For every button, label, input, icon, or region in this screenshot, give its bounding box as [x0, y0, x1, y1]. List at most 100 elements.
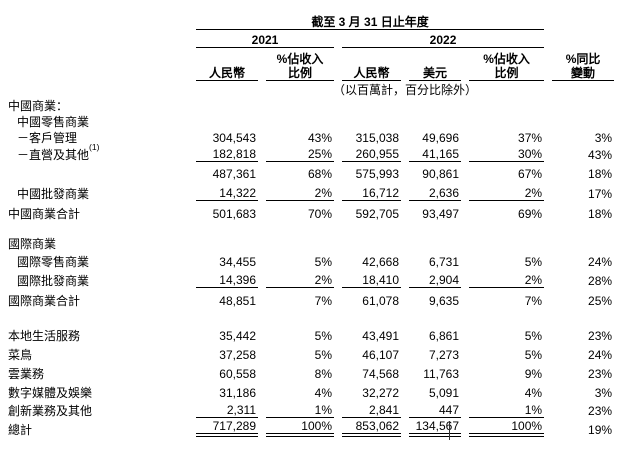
value-cell: 16,712	[342, 186, 401, 201]
row-label: 中國零售商業	[17, 115, 90, 129]
value-cell: 43,491	[362, 329, 399, 343]
value-cell: 853,062	[342, 419, 401, 437]
col-header-yoy: %同比 變動	[552, 52, 615, 81]
value-cell: 61,078	[362, 294, 399, 308]
value-cell: 23%	[588, 404, 613, 418]
value-cell: 3%	[594, 386, 613, 400]
value-cell: 304,543	[212, 131, 256, 145]
value-cell: 501,683	[212, 207, 256, 221]
value-cell: 2%	[266, 186, 334, 201]
row-label: －直營及其他(1)	[17, 142, 100, 162]
value-cell: 5%	[524, 255, 543, 269]
row-direct-sales-others: －直營及其他(1) 182,818 25% 260,955 41,165 30%…	[0, 142, 614, 162]
row-digital-media-entertainment: 數字媒體及娛樂 31,186 4% 32,272 5,091 4% 3%	[0, 381, 614, 400]
value-cell: 2,841	[342, 403, 401, 418]
value-cell: 7,273	[428, 348, 459, 362]
value-cell: 37%	[518, 131, 543, 145]
value-cell: 25%	[266, 147, 334, 162]
value-cell: 17%	[588, 187, 613, 201]
row-label: 國際商業合計	[8, 294, 81, 308]
row-label: 中國商業：	[8, 99, 69, 113]
value-cell: 592,705	[355, 207, 399, 221]
value-cell: 28%	[588, 274, 613, 288]
value-cell: 2%	[266, 273, 334, 288]
value-cell: 182,818	[196, 147, 258, 162]
col-header-pct-2022: %佔收入 比例	[469, 52, 545, 81]
row-china-commerce-total: 中國商業合計 501,683 70% 592,705 93,497 69% 18…	[0, 201, 614, 221]
section-spacer	[0, 221, 614, 234]
value-cell: 7%	[314, 294, 332, 308]
value-cell: 7%	[524, 294, 543, 308]
value-cell: 23%	[588, 367, 613, 381]
row-customer-management: －客戶管理 304,543 43% 315,038 49,696 37% 3%	[0, 129, 614, 145]
value-cell: 447	[409, 403, 461, 418]
col-header-usd-2022: 美元	[409, 66, 461, 81]
value-cell: 8%	[314, 367, 332, 381]
value-cell: 2,311	[196, 403, 258, 418]
value-cell: 575,993	[355, 167, 399, 181]
value-cell: 6,861	[428, 329, 459, 343]
value-cell: 31,186	[219, 386, 256, 400]
value-cell: 18%	[588, 167, 613, 181]
value-cell: 5,091	[428, 386, 459, 400]
value-cell: 2,904	[409, 273, 461, 288]
value-cell: 93,497	[422, 207, 459, 221]
year-2022-header: 2022	[342, 33, 545, 48]
value-cell: 43%	[588, 148, 613, 162]
row-china-commerce-header: 中國商業：	[0, 97, 614, 113]
value-cell: 4%	[314, 386, 332, 400]
row-label: 國際商業	[8, 237, 57, 251]
row-label: 中國商業合計	[8, 207, 81, 221]
row-china-retail-header: 中國零售商業	[0, 113, 614, 129]
value-cell: 37,258	[219, 348, 256, 362]
value-cell: 4%	[524, 386, 543, 400]
value-cell: 14,396	[196, 273, 258, 288]
col-header-rmb-2021: 人民幣	[196, 66, 258, 81]
value-cell: 70%	[307, 207, 332, 221]
value-cell: 2,636	[409, 186, 461, 201]
value-cell: 23%	[588, 329, 613, 343]
value-cell: 60,558	[219, 367, 256, 381]
value-cell: 100%	[266, 419, 334, 437]
row-intl-commerce-total: 國際商業合計 48,851 7% 61,078 9,635 7% 25%	[0, 288, 614, 308]
value-cell: 68%	[307, 167, 332, 181]
value-cell: 717,289	[196, 419, 258, 437]
footnote-marker: (1)	[89, 142, 100, 152]
segment-revenue-table: 截至 3 月 31 日止年度 2021 2022 人民幣 %佔收入 比例 人民幣 …	[0, 8, 615, 437]
row-label: －客戶管理	[17, 131, 78, 145]
value-cell: 42,668	[362, 255, 399, 269]
period-title-row: 截至 3 月 31 日止年度	[0, 8, 614, 30]
value-cell: 25%	[588, 294, 613, 308]
row-cloud: 雲業務 60,558 8% 74,568 11,763 9% 23%	[0, 362, 614, 381]
row-label: 總計	[8, 423, 33, 437]
value-cell: 2%	[469, 186, 545, 201]
value-cell: 24%	[588, 348, 613, 362]
value-cell: 9%	[524, 367, 543, 381]
row-label: 中國批發商業	[17, 187, 90, 201]
year-header-row: 2021 2022	[0, 30, 614, 48]
value-cell: 2%	[469, 273, 545, 288]
value-cell: 5%	[524, 348, 543, 362]
value-cell: 34,455	[219, 255, 256, 269]
value-cell: 1%	[266, 403, 334, 418]
row-china-retail-subtotal: 487,361 68% 575,993 90,861 67% 18%	[0, 162, 614, 181]
value-cell: 69%	[518, 207, 543, 221]
value-cell: 5%	[524, 329, 543, 343]
row-label: 國際批發商業	[17, 274, 90, 288]
unit-note-row: （以百萬計，百分比除外）	[0, 81, 614, 97]
value-cell: 487,361	[212, 167, 256, 181]
year-2021-header: 2021	[196, 33, 334, 48]
value-cell: 3%	[594, 131, 613, 145]
value-cell: 19%	[588, 423, 613, 437]
value-cell: 49,696	[422, 131, 459, 145]
row-label: 雲業務	[8, 367, 45, 381]
value-cell: 11,763	[423, 367, 459, 381]
row-label: 創新業務及其他	[8, 404, 93, 418]
value-cell: 24%	[588, 255, 613, 269]
unit-note: （以百萬計，百分比除外）	[333, 83, 478, 97]
value-cell: 5%	[314, 329, 332, 343]
row-grand-total: 總計 717,289 100% 853,062 134,567 100% 19%	[0, 418, 614, 437]
section-spacer	[0, 308, 614, 324]
row-label: 本地生活服務	[8, 329, 81, 343]
value-cell: 5%	[314, 255, 332, 269]
